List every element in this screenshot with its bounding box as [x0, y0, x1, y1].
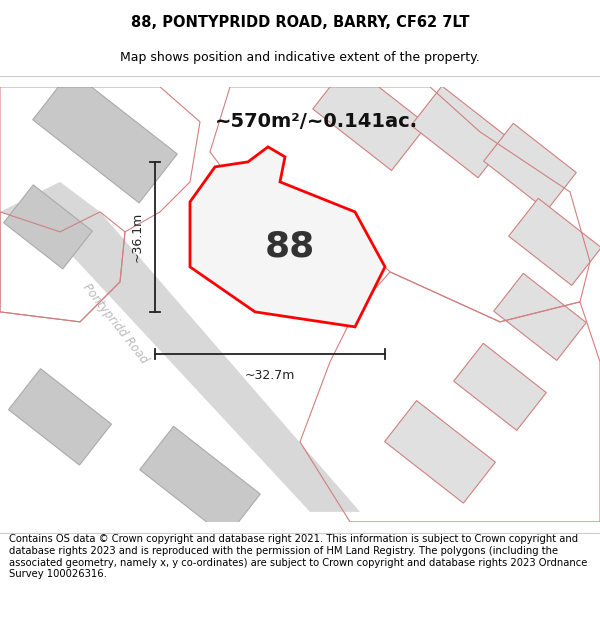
Text: 88: 88	[265, 230, 315, 264]
Text: ~32.7m: ~32.7m	[245, 369, 295, 382]
Polygon shape	[313, 63, 427, 171]
Text: 88, PONTYPRIDD ROAD, BARRY, CF62 7LT: 88, PONTYPRIDD ROAD, BARRY, CF62 7LT	[131, 16, 469, 31]
Text: Map shows position and indicative extent of the property.: Map shows position and indicative extent…	[120, 51, 480, 64]
Polygon shape	[484, 123, 576, 211]
Polygon shape	[4, 185, 92, 269]
Text: ~36.1m: ~36.1m	[131, 212, 143, 262]
Polygon shape	[411, 86, 509, 178]
Polygon shape	[8, 369, 112, 465]
Text: Pontypridd Road: Pontypridd Road	[80, 281, 150, 366]
Polygon shape	[385, 401, 496, 503]
Polygon shape	[494, 273, 586, 361]
Polygon shape	[509, 198, 600, 286]
Polygon shape	[454, 343, 546, 431]
Polygon shape	[33, 71, 177, 203]
Polygon shape	[190, 147, 385, 327]
Polygon shape	[140, 426, 260, 538]
Polygon shape	[0, 182, 360, 512]
Text: Contains OS data © Crown copyright and database right 2021. This information is : Contains OS data © Crown copyright and d…	[9, 534, 587, 579]
Text: ~570m²/~0.141ac.: ~570m²/~0.141ac.	[215, 112, 418, 131]
